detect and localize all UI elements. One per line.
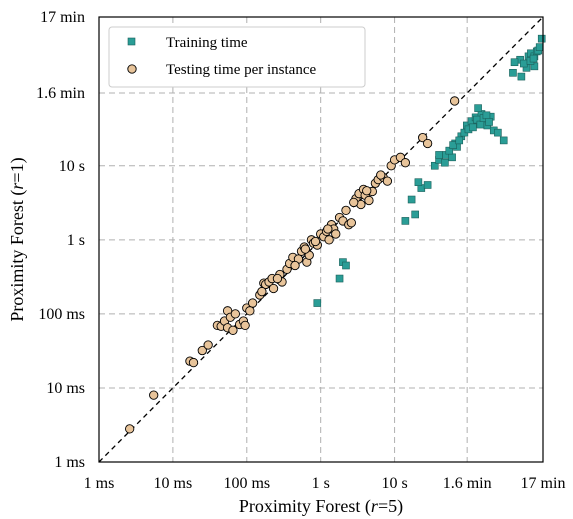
training-time-point bbox=[476, 120, 485, 129]
training-time-point bbox=[509, 68, 517, 77]
x-tick-label: 10 ms bbox=[154, 475, 193, 492]
testing-time-point bbox=[346, 218, 356, 228]
training-time-point bbox=[482, 111, 491, 120]
tick-labels: 1 ms 1 ms 10 ms 10 ms 100 ms 100 ms 1 s 1 s 10 s… bbox=[36, 9, 565, 492]
testing-time-point bbox=[228, 325, 238, 335]
x-tick-label: 10 s bbox=[381, 475, 407, 492]
training-time-point bbox=[499, 136, 508, 145]
training-time-point bbox=[441, 158, 449, 167]
y-tick-label: 1 ms bbox=[54, 454, 85, 471]
testing-time-point bbox=[400, 158, 411, 168]
testing-time-point bbox=[341, 205, 351, 215]
y-tick-label: 1.6 min bbox=[36, 85, 85, 102]
testing-time-point bbox=[362, 186, 372, 196]
training-time-point bbox=[414, 178, 423, 186]
training-time-point bbox=[517, 72, 526, 81]
x-tick-label: 1 ms bbox=[84, 475, 115, 492]
x-tick-label: 1.6 min bbox=[443, 475, 492, 492]
y-axis-title: Proximity Forest (r=1) bbox=[7, 157, 28, 321]
x-tick-label: 1 s bbox=[312, 475, 330, 492]
y-tick-label: 100 ms bbox=[38, 306, 85, 323]
testing-time-point bbox=[245, 306, 255, 316]
testing-time-point bbox=[203, 340, 213, 350]
testing-time-point bbox=[364, 195, 374, 206]
training-time-point bbox=[474, 104, 482, 112]
x-tick-label: 100 ms bbox=[223, 475, 270, 492]
legend-testing-label: Testing time per instance bbox=[166, 62, 316, 78]
legend-box bbox=[108, 26, 366, 88]
training-time-point bbox=[529, 54, 538, 63]
testing-time-point bbox=[422, 138, 433, 149]
testing-time-point bbox=[257, 286, 267, 297]
training-time-point bbox=[535, 43, 544, 51]
training-time-point bbox=[411, 210, 419, 219]
training-time-point bbox=[435, 151, 443, 159]
y-tick-label: 10 s bbox=[59, 158, 85, 175]
testing-time-point bbox=[349, 197, 359, 208]
testing-time-point bbox=[188, 357, 199, 368]
legend-training-marker bbox=[127, 37, 136, 46]
training-time-point bbox=[469, 123, 477, 132]
y-tick-label: 1 s bbox=[67, 232, 85, 249]
training-time-point bbox=[449, 141, 457, 149]
training-time-point bbox=[519, 59, 528, 68]
training-time-point bbox=[342, 261, 350, 270]
legend-training-label: Training time bbox=[166, 35, 248, 51]
training-time-point bbox=[494, 128, 502, 137]
training-time-point bbox=[530, 62, 539, 71]
testing-time-point bbox=[418, 132, 428, 143]
testing-time-point bbox=[272, 273, 283, 284]
testing-time-point bbox=[300, 244, 310, 254]
testing-time-point bbox=[149, 390, 159, 400]
data-points bbox=[125, 34, 546, 434]
testing-time-point bbox=[382, 176, 393, 186]
testing-time-point bbox=[197, 345, 207, 356]
testing-time-point bbox=[376, 170, 386, 180]
testing-time-point bbox=[230, 309, 240, 319]
training-time-point bbox=[423, 181, 432, 189]
testing-time-point bbox=[449, 96, 460, 106]
y-tick-label: 17 min bbox=[40, 9, 85, 26]
training-time-point bbox=[485, 118, 493, 126]
testing-time-point bbox=[247, 298, 258, 308]
testing-time-point bbox=[125, 424, 135, 434]
training-time-point bbox=[510, 58, 519, 67]
plot-frame bbox=[98, 16, 544, 463]
training-time-point bbox=[430, 161, 439, 170]
x-axis-title: Proximity Forest (r=5) bbox=[239, 496, 403, 517]
legend-testing-marker bbox=[127, 64, 137, 74]
legend: Training time Testing time per instance bbox=[108, 26, 366, 88]
testing-time-point bbox=[268, 283, 279, 294]
identity-diagonal-line bbox=[98, 16, 544, 463]
testing-time-point bbox=[331, 229, 341, 239]
training-time-point bbox=[401, 217, 410, 225]
training-time-point bbox=[537, 34, 546, 43]
training-time-point bbox=[313, 299, 322, 307]
testing-time-point bbox=[323, 224, 333, 234]
testing-time-point bbox=[324, 235, 334, 245]
testing-time-point bbox=[240, 320, 250, 331]
training-time-point bbox=[407, 195, 416, 204]
testing-time-point bbox=[290, 260, 300, 271]
training-time-point bbox=[448, 153, 456, 162]
y-tick-label: 10 ms bbox=[46, 380, 85, 397]
training-time-point bbox=[335, 274, 344, 283]
x-tick-label: 17 min bbox=[521, 475, 566, 492]
testing-time-point bbox=[310, 236, 321, 247]
training-time-point bbox=[445, 146, 454, 155]
training-time-point bbox=[455, 136, 464, 145]
